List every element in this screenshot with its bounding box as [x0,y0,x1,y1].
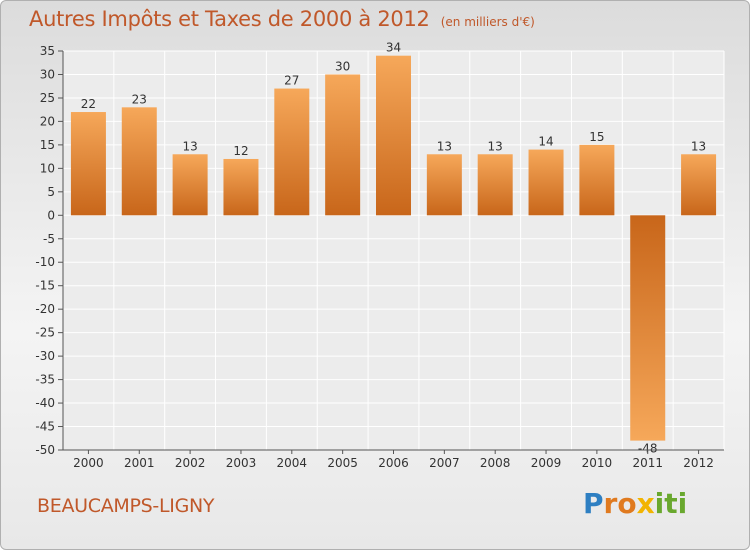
bar-2009 [528,149,564,216]
y-tick-label: -45 [35,420,55,434]
logo-letter: t [664,487,678,520]
x-tick-label: 2001 [124,456,155,470]
logo-letter: i [654,487,665,520]
x-tick-label: 2012 [683,456,714,470]
y-tick-label: 30 [40,67,55,81]
value-label: 27 [284,74,299,88]
value-label: 23 [132,92,147,106]
y-tick-label: -15 [35,279,55,293]
value-label: -48 [638,442,658,456]
y-tick-label: -50 [35,443,55,457]
value-label: 13 [182,139,197,153]
y-tick-label: -25 [35,326,55,340]
bar-2001 [121,107,157,216]
y-tick-label: 20 [40,114,55,128]
bar-2006 [376,55,411,216]
y-tick-label: 35 [40,44,55,58]
y-tick-label: 10 [40,161,55,175]
value-label: 13 [437,139,452,153]
chart-subtitle: (en milliers d'€) [440,15,535,29]
logo-letter: o [617,487,637,520]
x-tick-label: 2009 [531,456,562,470]
bar-2005 [325,74,361,216]
x-tick-label: 2006 [378,456,409,470]
x-tick-label: 2010 [582,456,613,470]
x-tick-label: 2004 [277,456,308,470]
x-tick-label: 2008 [480,456,511,470]
value-label: 13 [691,139,706,153]
x-tick-label: 2005 [327,456,358,470]
chart-title: Autres Impôts et Taxes de 2000 à 2012 [29,7,430,31]
value-label: 13 [488,139,503,153]
value-label: 15 [589,130,604,144]
logo-letter: r [603,487,618,520]
value-label: 12 [233,144,248,158]
y-tick-label: 15 [40,138,55,152]
y-tick-label: -35 [35,373,55,387]
y-tick-label: 0 [47,208,55,222]
value-label: 34 [386,41,401,55]
y-tick-label: -40 [35,396,55,410]
value-label: 22 [81,97,96,111]
x-tick-label: 2007 [429,456,460,470]
y-tick-label: -10 [35,255,55,269]
y-tick-label: 25 [40,91,55,105]
x-tick-label: 2000 [73,456,104,470]
y-tick-label: -20 [35,302,55,316]
bar-2012 [681,154,717,216]
x-tick-label: 2003 [226,456,257,470]
bar-2007 [426,154,462,216]
bar-2008 [477,154,513,216]
place-name: BEAUCAMPS-LIGNY [37,495,215,517]
x-tick-label: 2002 [175,456,206,470]
y-tick-label: -5 [43,232,55,246]
title-row: Autres Impôts et Taxes de 2000 à 2012 (e… [29,7,535,31]
bar-2004 [274,88,310,216]
bar-2010 [579,144,615,216]
bar-2003 [223,158,259,216]
proxiti-logo: Proxiti [583,487,687,520]
logo-letter: x [636,487,655,520]
logo-letter: i [677,487,688,520]
y-tick-label: -30 [35,349,55,363]
bar-2011 [630,215,666,441]
bar-2000 [70,112,106,216]
x-tick-label: 2011 [632,456,663,470]
y-tick-label: 5 [47,185,55,199]
value-label: 30 [335,59,350,73]
value-label: 14 [538,135,553,149]
bar-2002 [172,154,208,216]
logo-letter: P [583,487,604,520]
